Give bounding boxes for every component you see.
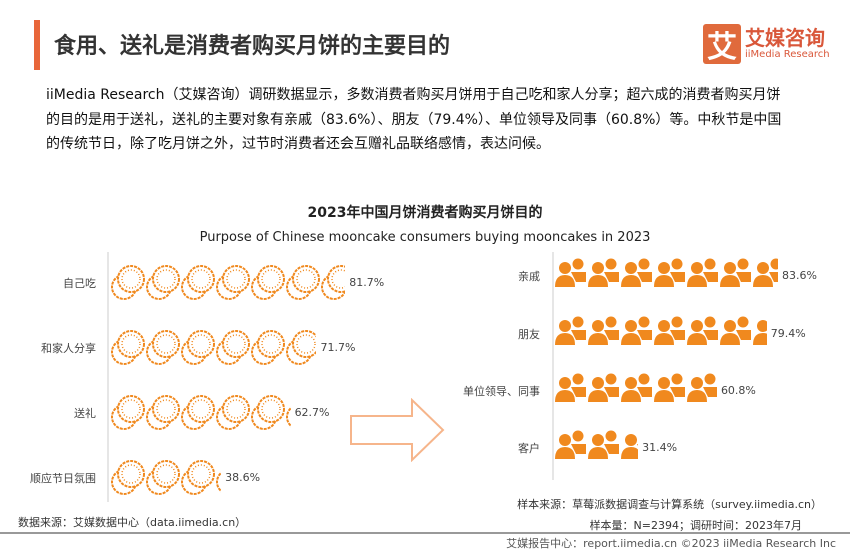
description: iiMedia Research（艾媒咨询）调研数据显示，多数消费者购买月饼用于… bbox=[46, 87, 782, 152]
bar-row: 81.7% bbox=[110, 262, 384, 302]
chart-subtitle: Purpose of Chinese mooncake consumers bu… bbox=[199, 230, 651, 245]
logo-cn: 艾媒咨询 bbox=[745, 26, 825, 50]
category-label: 顺应节日氛围 bbox=[30, 472, 96, 485]
value-label: 71.7% bbox=[320, 340, 356, 354]
value-label: 83.6% bbox=[782, 268, 817, 282]
value-label: 62.7% bbox=[294, 405, 330, 419]
pictograph-bar bbox=[554, 370, 717, 410]
right-axis bbox=[552, 252, 554, 480]
logo-en: iiMedia Research bbox=[745, 49, 830, 60]
pictograph-bar bbox=[554, 255, 779, 295]
page-title: 食用、送礼是消费者购买月饼的主要目的 bbox=[54, 34, 451, 59]
value-label: 31.4% bbox=[642, 440, 678, 454]
pictograph-bar bbox=[554, 427, 639, 467]
footer-divider bbox=[0, 532, 850, 534]
pictograph-bar bbox=[110, 262, 346, 302]
category-label: 单位领导、同事 bbox=[463, 385, 540, 398]
value-label: 38.6% bbox=[225, 470, 261, 484]
bar-row: 38.6% bbox=[110, 457, 260, 497]
value-label: 79.4% bbox=[770, 326, 806, 340]
sample-source: 样本来源：草莓派数据调查与计算系统（survey.iimedia.cn） bbox=[517, 498, 822, 511]
pictograph-bar bbox=[554, 313, 767, 353]
bar-row: 62.7% bbox=[110, 392, 330, 432]
bar-row: 31.4% bbox=[554, 427, 677, 467]
category-label: 客户 bbox=[518, 442, 540, 455]
title-accent bbox=[34, 20, 40, 70]
pictograph-bar bbox=[110, 392, 291, 432]
bar-row: 60.8% bbox=[554, 370, 756, 410]
pictograph-bar bbox=[110, 327, 317, 367]
category-label: 和家人分享 bbox=[41, 342, 96, 355]
bar-row: 83.6% bbox=[554, 255, 817, 295]
category-label: 自己吃 bbox=[63, 277, 96, 290]
pictograph-bar bbox=[110, 457, 222, 497]
bar-row: 71.7% bbox=[110, 327, 355, 367]
sample-info: 样本量：N=2394；调研时间：2023年7月 bbox=[589, 519, 802, 532]
category-label: 亲戚 bbox=[518, 270, 540, 283]
chart-title: 2023年中国月饼消费者购买月饼目的 bbox=[307, 205, 543, 221]
arrow-icon bbox=[350, 398, 445, 462]
data-source: 数据来源：艾媒数据中心（data.iimedia.cn） bbox=[18, 516, 247, 529]
category-label: 朋友 bbox=[518, 328, 540, 341]
bar-row: 79.4% bbox=[554, 313, 806, 353]
value-label: 60.8% bbox=[720, 383, 756, 397]
value-label: 81.7% bbox=[349, 275, 385, 289]
logo-mark: 艾 bbox=[703, 24, 741, 65]
left-axis bbox=[107, 252, 109, 502]
category-label: 送礼 bbox=[74, 407, 96, 420]
logo: 艾 艾媒咨询 iiMedia Research bbox=[703, 24, 830, 65]
footer-copyright: 艾媒报告中心：report.iimedia.cn ©2023 iiMedia R… bbox=[506, 537, 836, 550]
